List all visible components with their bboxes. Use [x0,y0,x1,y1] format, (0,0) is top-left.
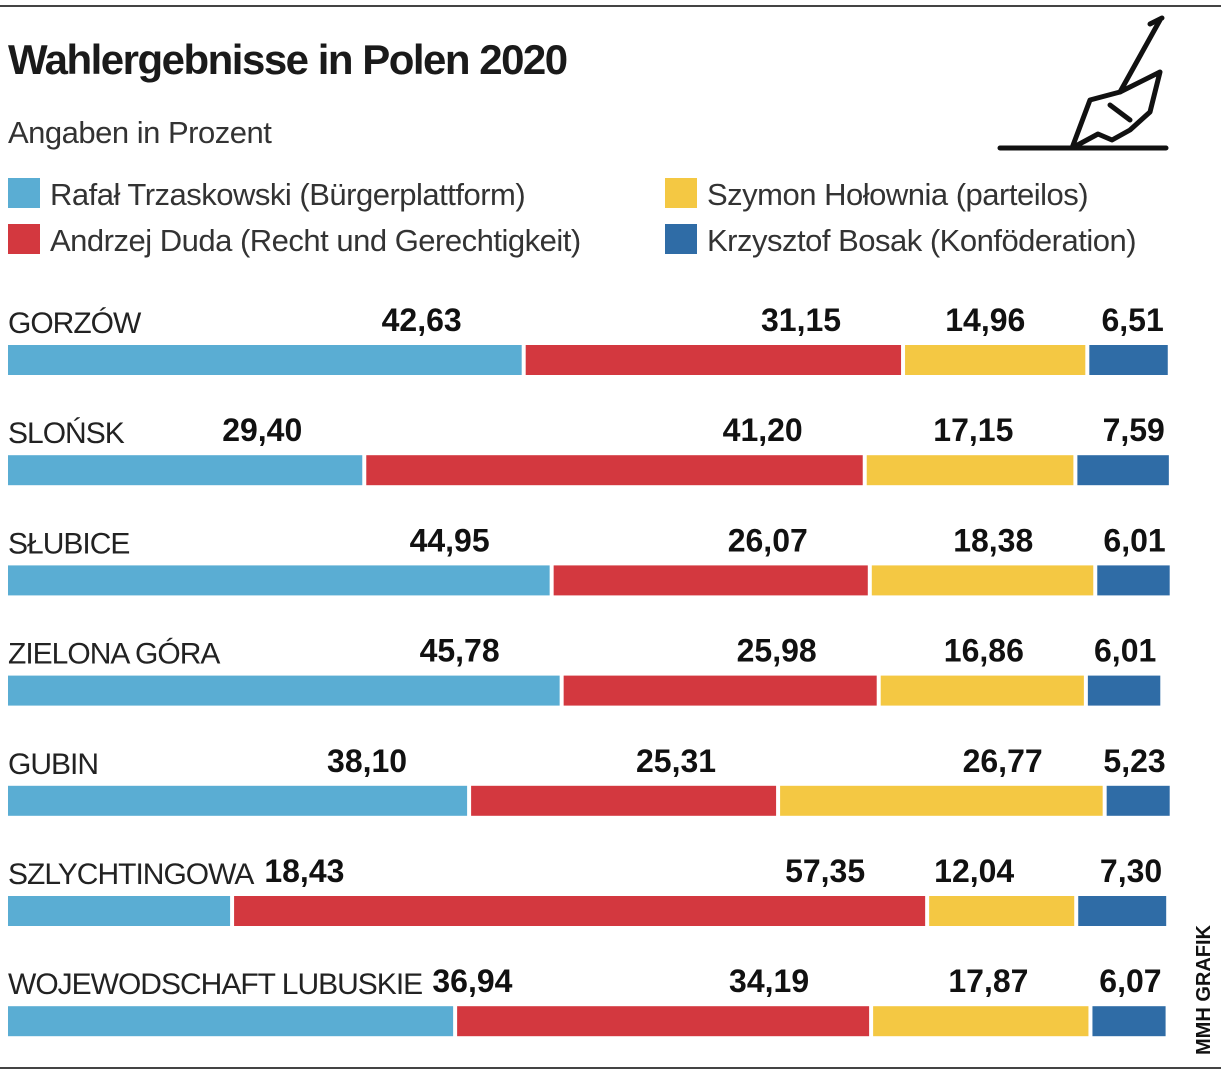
bar-segment [8,675,560,706]
value-label: 7,30 [1100,853,1162,889]
bar-segment [871,565,1094,596]
value-label: 18,38 [953,522,1033,558]
bar-segment [8,896,231,926]
value-label: 6,07 [1099,963,1161,999]
value-label: 42,63 [382,302,462,338]
bar-segment [8,785,468,816]
category-label: WOJEWODSCHAFT LUBUSKIE [8,968,422,1001]
bar-segment [929,896,1075,926]
value-label: 57,35 [785,853,865,889]
chart-subtitle: Angaben in Prozent [8,115,272,150]
value-label: 34,19 [729,963,809,999]
bar-segment [457,1006,870,1037]
value-label: 26,77 [963,743,1043,779]
credit: MMH GRAFIK [1193,924,1215,1055]
bar-segment [525,345,902,375]
bar-segment [1089,345,1168,375]
bar-segment [234,896,926,926]
value-label: 26,07 [728,522,808,558]
value-label: 44,95 [410,522,490,558]
category-label: SZLYCHTINGOWA [8,858,254,891]
category-label: SŁUBICE [8,527,129,560]
value-label: 25,98 [737,633,817,669]
value-label: 6,01 [1103,522,1165,558]
legend-label: Rafał Trzaskowski (Bürgerplattform) [50,177,525,212]
value-label: 17,87 [948,963,1028,999]
legend-swatch [8,224,40,254]
ballot-icon [997,15,1169,151]
legend-swatch [665,224,697,254]
bar-segment [1092,1006,1166,1037]
value-label: 17,15 [933,412,1013,448]
bar-segment [866,455,1074,486]
bar-segment [563,675,877,706]
bar-segment [780,785,1103,816]
bar-segment [8,345,522,375]
category-label: GUBIN [8,748,98,781]
bar-segment [366,455,863,486]
value-label: 18,43 [264,853,344,889]
legend-swatch [8,178,40,208]
value-label: 25,31 [636,743,716,779]
bar-segment [905,345,1086,375]
bar-segment [1077,455,1169,486]
value-label: 16,86 [944,633,1024,669]
bar-segment [1078,896,1167,926]
legend-label: Andrzej Duda (Recht und Gerechtigkeit) [50,223,581,258]
bar-segment [1097,565,1170,596]
bar-segment [8,1006,454,1037]
value-label: 38,10 [327,743,407,779]
bar-segment [8,455,363,486]
bar-segment [471,785,777,816]
legend-label: Szymon Hołownia (parteilos) [707,177,1088,212]
value-label: 7,59 [1103,412,1165,448]
bar-segment [1087,675,1161,706]
legend-swatch [665,178,697,208]
category-label: ZIELONA GÓRA [8,638,220,671]
bar-segment [553,565,868,596]
value-label: 41,20 [723,412,803,448]
category-label: SLOŃSK [8,417,125,450]
chart-title: Wahlergebnisse in Polen 2020 [8,36,567,83]
value-label: 14,96 [945,302,1025,338]
legend-label: Krzysztof Bosak (Konföderation) [707,223,1136,258]
value-label: 6,51 [1101,302,1163,338]
value-label: 45,78 [420,633,500,669]
value-label: 36,94 [432,963,512,999]
bar-segment [873,1006,1089,1037]
bar-segment [8,565,550,596]
category-label: GORZÓW [8,307,142,340]
value-label: 6,01 [1094,633,1156,669]
bar-segment [1106,785,1170,816]
value-label: 31,15 [761,302,841,338]
value-label: 5,23 [1103,743,1165,779]
value-label: 29,40 [222,412,302,448]
value-label: 12,04 [934,853,1014,889]
bar-segment [880,675,1084,706]
